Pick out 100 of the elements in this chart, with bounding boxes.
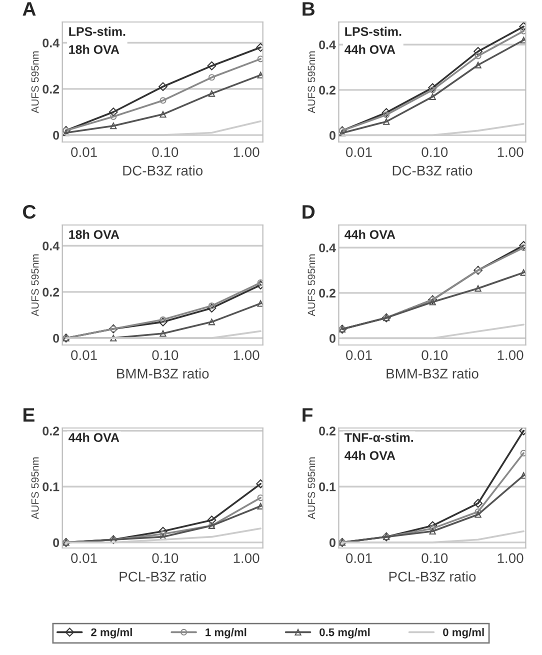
x-tick-label: 0.01 xyxy=(346,350,372,360)
point xyxy=(520,36,526,44)
point xyxy=(160,316,166,323)
point xyxy=(383,112,390,118)
y-axis-title: AUFS 595nm xyxy=(31,457,39,520)
point xyxy=(110,122,117,130)
point xyxy=(257,502,263,510)
x-tick-label: 1.00 xyxy=(234,350,260,360)
y-tick-label: 0.4 xyxy=(42,38,60,48)
legend-label: 2 mg/ml xyxy=(91,628,132,638)
point xyxy=(257,56,263,62)
point xyxy=(474,52,482,60)
x-tick-label: 1.00 xyxy=(498,350,524,360)
annotation: LPS-stim. 18h OVA xyxy=(69,26,126,54)
point xyxy=(520,472,526,479)
x-tick-label: 1.00 xyxy=(234,553,260,564)
point xyxy=(207,61,216,70)
point xyxy=(474,62,482,68)
annotation: LPS-stim. 44h OVA xyxy=(344,26,402,54)
x-tick-label: 0.10 xyxy=(152,350,178,360)
x-tick-label: 0.01 xyxy=(71,147,97,158)
point xyxy=(257,279,263,286)
y-tick-label: 0.1 xyxy=(42,482,60,492)
point xyxy=(110,334,117,342)
point xyxy=(108,108,118,116)
x-tick-label: 0.01 xyxy=(71,553,97,564)
x-axis-title: PCL-B3Z ratio xyxy=(389,571,476,582)
point xyxy=(160,111,166,118)
x-axis-title: BMM-B3Z ratio xyxy=(386,368,478,379)
point xyxy=(429,298,436,306)
chart-title: F xyxy=(302,408,313,422)
point xyxy=(474,498,483,508)
point xyxy=(474,511,482,518)
point xyxy=(158,317,168,326)
y-tick-label: 0.2 xyxy=(42,84,60,94)
point xyxy=(257,72,263,78)
legend-label: 0 mg/ml xyxy=(443,628,484,638)
point xyxy=(207,304,216,313)
x-axis-title: PCL-B3Z ratio xyxy=(120,571,206,582)
point xyxy=(110,113,117,120)
point xyxy=(429,93,436,100)
x-tick-label: 1.00 xyxy=(498,553,524,564)
point xyxy=(520,269,526,276)
x-tick-label: 0.10 xyxy=(422,553,448,564)
y-tick-label: 0 xyxy=(330,334,336,343)
point xyxy=(383,118,390,125)
y-axis-title: AUFS 595nm xyxy=(31,51,39,114)
point xyxy=(520,28,526,34)
y-axis-title: AUFS 595nm xyxy=(308,51,316,114)
point xyxy=(520,244,526,251)
y-tick-label: 0.4 xyxy=(319,40,336,50)
y-tick-label: 0 xyxy=(53,334,60,343)
x-tick-label: 1.00 xyxy=(234,147,260,158)
point xyxy=(208,318,216,326)
x-tick-label: 0.10 xyxy=(422,350,448,360)
y-tick-label: 0.4 xyxy=(319,243,336,252)
y-tick-label: 0.2 xyxy=(42,288,60,297)
point xyxy=(208,302,216,310)
chart-title: C xyxy=(23,204,36,219)
point xyxy=(338,130,346,136)
legend-label: 0.5 mg/ml xyxy=(320,628,370,638)
y-tick-label: 0 xyxy=(53,538,60,548)
y-tick-label: 0.2 xyxy=(319,288,336,298)
point xyxy=(208,90,216,97)
point xyxy=(207,516,216,525)
chart-title: A xyxy=(22,2,36,16)
y-axis-title: AUFS 595nm xyxy=(31,254,39,316)
point xyxy=(429,86,436,94)
legend-label: 1 mg/ml xyxy=(206,628,246,638)
chart-title: D xyxy=(302,205,315,219)
x-tick-label: 0.10 xyxy=(152,553,178,564)
point xyxy=(208,74,216,81)
y-tick-label: 0.1 xyxy=(319,482,336,492)
x-tick-label: 0.10 xyxy=(422,147,448,158)
annotation: 44h OVA xyxy=(344,230,396,239)
y-tick-label: 0 xyxy=(330,131,336,140)
x-tick-label: 0.01 xyxy=(346,553,372,564)
y-axis-title: AUFS 595nm xyxy=(308,457,316,520)
point xyxy=(428,83,438,92)
x-axis-title: DC-B3Z ratio xyxy=(392,165,472,176)
annotation: TNF-α-stim. 44h OVA xyxy=(344,432,413,460)
point xyxy=(158,82,168,92)
y-tick-label: 0 xyxy=(330,538,336,548)
chart-title: E xyxy=(24,408,34,422)
point xyxy=(257,300,263,307)
annotation: 18h OVA xyxy=(69,230,120,239)
x-tick-label: 0.10 xyxy=(152,147,178,158)
annotation: 44h OVA xyxy=(68,432,120,442)
y-tick-label: 0 xyxy=(53,130,60,140)
point xyxy=(474,46,483,56)
point xyxy=(474,285,482,292)
point xyxy=(160,97,166,104)
point xyxy=(62,129,70,136)
y-tick-label: 0.2 xyxy=(319,86,336,95)
x-tick-label: 0.01 xyxy=(71,350,97,360)
y-tick-label: 0.4 xyxy=(42,242,60,250)
point xyxy=(257,494,263,502)
y-axis-title: AUFS 595nm xyxy=(308,254,316,316)
y-tick-label: 0.2 xyxy=(42,426,60,436)
chart-title: B xyxy=(302,2,315,16)
